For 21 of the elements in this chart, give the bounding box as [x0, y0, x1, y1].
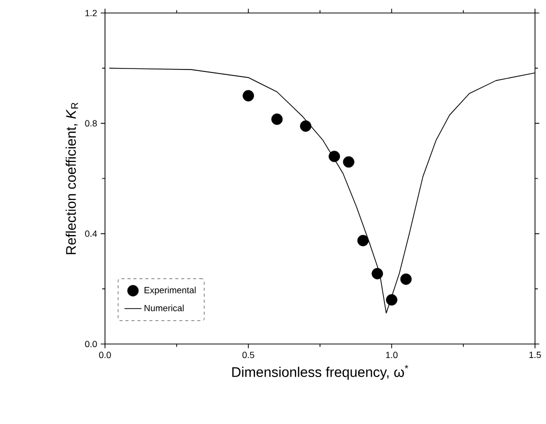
point	[372, 268, 384, 280]
point	[300, 120, 312, 132]
legend-label: Numerical	[144, 304, 184, 312]
point	[342, 156, 354, 168]
x-tick-label: 0.5	[242, 352, 254, 358]
y-tick-label: 0.4	[85, 230, 97, 237]
x-axis-title: Dimensionless frequency, ω$^{*}$	[232, 364, 408, 380]
y-tick-label: 1.2	[85, 10, 97, 16]
x-tick-label: 1.0	[386, 352, 398, 358]
point	[357, 234, 369, 246]
legend-label: Experimental	[144, 286, 196, 296]
y-tick-label: 0.0	[85, 340, 97, 348]
y-tick-label: 0.8	[85, 120, 97, 127]
point	[328, 150, 340, 162]
point	[400, 274, 412, 285]
y-axis-title: Reflection coefficient, K$_{R}$	[66, 102, 78, 254]
x-tick-label: 0.0	[99, 352, 111, 358]
point	[271, 114, 283, 125]
point	[386, 294, 398, 306]
point	[242, 90, 254, 102]
x-tick-label: 1.5	[529, 352, 541, 358]
